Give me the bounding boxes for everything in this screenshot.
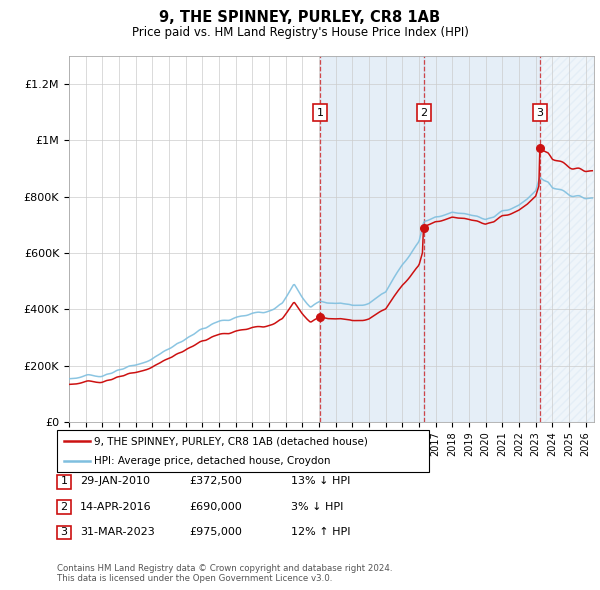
Text: 31-MAR-2023: 31-MAR-2023	[80, 527, 155, 537]
Text: 1: 1	[61, 477, 67, 486]
Text: 2: 2	[61, 502, 67, 512]
Text: 12% ↑ HPI: 12% ↑ HPI	[291, 527, 350, 537]
Text: Price paid vs. HM Land Registry's House Price Index (HPI): Price paid vs. HM Land Registry's House …	[131, 26, 469, 39]
Text: 14-APR-2016: 14-APR-2016	[80, 502, 151, 512]
Text: 29-JAN-2010: 29-JAN-2010	[80, 477, 150, 486]
Text: 2: 2	[420, 108, 427, 118]
Text: 1: 1	[317, 108, 324, 118]
Text: 9, THE SPINNEY, PURLEY, CR8 1AB (detached house): 9, THE SPINNEY, PURLEY, CR8 1AB (detache…	[94, 437, 368, 447]
Text: 9, THE SPINNEY, PURLEY, CR8 1AB: 9, THE SPINNEY, PURLEY, CR8 1AB	[160, 10, 440, 25]
Bar	[320, 56, 424, 422]
Bar	[540, 56, 594, 422]
Text: 3: 3	[61, 527, 67, 537]
Bar	[424, 56, 540, 422]
Text: Contains HM Land Registry data © Crown copyright and database right 2024.
This d: Contains HM Land Registry data © Crown c…	[57, 563, 392, 583]
Text: £690,000: £690,000	[189, 502, 242, 512]
Text: £372,500: £372,500	[189, 477, 242, 486]
Text: HPI: Average price, detached house, Croydon: HPI: Average price, detached house, Croy…	[94, 457, 331, 466]
Text: 13% ↓ HPI: 13% ↓ HPI	[291, 477, 350, 486]
Text: 3% ↓ HPI: 3% ↓ HPI	[291, 502, 343, 512]
Text: £975,000: £975,000	[189, 527, 242, 537]
Text: 3: 3	[536, 108, 544, 118]
